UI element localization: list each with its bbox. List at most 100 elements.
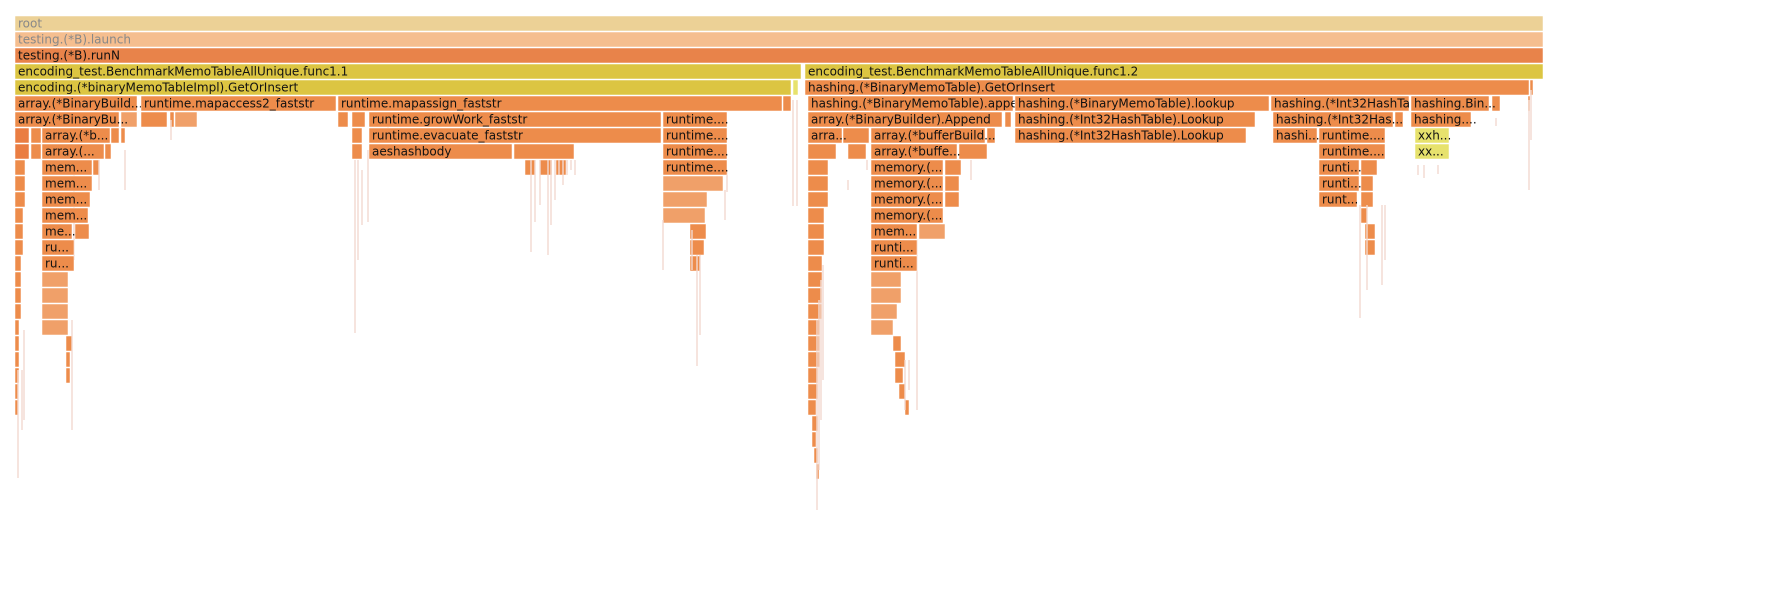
flame-frame-unlabeled[interactable] (120, 127, 126, 144)
flame-frame-rect[interactable] (870, 143, 958, 160)
flame-frame-unlabeled[interactable] (120, 111, 138, 128)
flame-frame-rect[interactable] (1272, 127, 1318, 144)
flame-frame-unlabeled[interactable] (14, 271, 22, 288)
flame-frame-l9-runti[interactable]: runti... (1318, 175, 1362, 192)
flame-frame-unlabeled[interactable] (169, 111, 175, 128)
flame-frame-l14-ru[interactable]: ru... (41, 255, 75, 272)
flame-frame-unlabeled[interactable] (65, 335, 73, 352)
flame-frame-l4-lookup[interactable]: hashing.(*BinaryMemoTable).lookup (1014, 95, 1270, 112)
flame-frame-unlabeled[interactable] (807, 175, 829, 192)
flame-frame-unlabeled[interactable] (813, 447, 819, 464)
flame-frame-unlabeled[interactable] (894, 351, 906, 368)
flame-frame-l4-int32[interactable]: hashing.(*Int32HashTa... (1270, 95, 1421, 112)
flame-frame-unlabeled[interactable] (351, 143, 363, 160)
flame-frame-rect[interactable] (14, 47, 1544, 64)
flame-frame-rect[interactable] (1014, 95, 1270, 112)
flame-frame-l7-array[interactable]: array.(... (41, 143, 105, 160)
flame-frame-unlabeled[interactable] (14, 239, 24, 256)
flame-frame-l8-runtime-f[interactable]: runtime.... (662, 159, 729, 176)
flame-frame-unlabeled[interactable] (1360, 191, 1374, 208)
flame-frame-l4-binarybuild[interactable]: array.(*BinaryBuild... (14, 95, 142, 112)
flame-frame-unlabeled[interactable] (14, 335, 20, 352)
flame-frame-unlabeled[interactable] (870, 271, 902, 288)
flame-frame-l6-int32lookup[interactable]: hashing.(*Int32HashTable).Lookup (1014, 127, 1247, 144)
flame-frame-l8-runti[interactable]: runti... (1318, 159, 1362, 176)
flame-frame-l6-arrayb[interactable]: array.(*b... (41, 127, 111, 144)
flame-frame-l13-runti[interactable]: runti... (870, 239, 918, 256)
flame-frame-rect[interactable] (870, 207, 944, 224)
flame-frame-unlabeled[interactable] (807, 399, 817, 416)
flame-frame-unlabeled[interactable] (30, 127, 42, 144)
flame-frame-l6-bufferbuild[interactable]: array.(*bufferBuild... (870, 127, 996, 144)
flame-frame-unlabeled[interactable] (944, 191, 960, 208)
flame-frame-rect[interactable] (14, 63, 802, 80)
flame-frame-unlabeled[interactable] (807, 271, 823, 288)
flame-frame-launch[interactable]: testing.(*B).launch (14, 31, 1544, 48)
flame-frame-l4-mapassign[interactable]: runtime.mapassign_faststr (337, 95, 783, 112)
flame-frame-l6-arra[interactable]: arra... (807, 127, 847, 144)
flame-frame-unlabeled[interactable] (14, 287, 22, 304)
flame-frame-unlabeled[interactable] (14, 319, 20, 336)
flame-frame-rect[interactable] (14, 79, 792, 96)
flame-frame-unlabeled[interactable] (351, 127, 363, 144)
flame-frame-l5-int32has[interactable]: hashing.(*Int32Has... (1272, 111, 1403, 128)
flame-frame-unlabeled[interactable] (14, 303, 22, 320)
flame-frame-rect[interactable] (41, 159, 93, 176)
flame-frame-unlabeled[interactable] (807, 191, 829, 208)
flame-frame-unlabeled[interactable] (41, 271, 69, 288)
flame-frame-rect[interactable] (662, 127, 728, 144)
flame-frame-unlabeled[interactable] (892, 335, 902, 352)
flame-frame-rect[interactable] (870, 191, 944, 208)
flame-frame-unlabeled[interactable] (986, 127, 996, 144)
flame-frame-unlabeled[interactable] (807, 207, 825, 224)
flame-frame-unlabeled[interactable] (351, 111, 366, 128)
flame-frame-unlabeled[interactable] (41, 303, 69, 320)
flame-frame-rect[interactable] (41, 255, 75, 272)
flame-frame-rect[interactable] (662, 159, 728, 176)
flame-frame-unlabeled[interactable] (1004, 111, 1012, 128)
flame-frame-unlabeled[interactable] (898, 383, 906, 400)
flame-frame-unlabeled[interactable] (1360, 175, 1374, 192)
flame-frame-unlabeled[interactable] (662, 207, 706, 224)
flame-frame-l5-append[interactable]: array.(*BinaryBuilder).Append (807, 111, 1003, 128)
flame-frame-l7-runtime-e[interactable]: runtime.... (1318, 143, 1386, 160)
flame-frame-unlabeled[interactable] (918, 223, 946, 240)
flame-frame-unlabeled[interactable] (140, 111, 168, 128)
flame-frame-l9-mem[interactable]: mem... (41, 175, 93, 192)
flame-frame-l5-int32lookup[interactable]: hashing.(*Int32HashTable).Lookup (1014, 111, 1256, 128)
flame-frame-unlabeled[interactable] (65, 367, 71, 384)
flame-frame-unlabeled[interactable] (847, 143, 867, 160)
flame-frame-unlabeled[interactable] (807, 239, 825, 256)
flame-frame-unlabeled[interactable] (539, 159, 553, 176)
flame-frame-l6-evacuate[interactable]: runtime.evacuate_faststr (368, 127, 662, 144)
flame-frame-unlabeled[interactable] (1491, 95, 1501, 112)
flame-frame-unlabeled[interactable] (662, 191, 708, 208)
flame-frame-rect[interactable] (1318, 159, 1360, 176)
flame-frame-rect[interactable] (41, 191, 91, 208)
flame-frame-unlabeled[interactable] (1360, 159, 1378, 176)
flame-frame-unlabeled[interactable] (807, 255, 823, 272)
flame-frame-rect[interactable] (870, 159, 944, 176)
flame-frame-rect[interactable] (368, 143, 513, 160)
flame-frame-rect[interactable] (1014, 111, 1256, 128)
flame-frame-unlabeled[interactable] (662, 175, 724, 192)
flame-frame-unlabeled[interactable] (14, 175, 26, 192)
flame-frame-unlabeled[interactable] (807, 159, 829, 176)
flame-frame-rect[interactable] (870, 223, 918, 240)
flame-frame-unlabeled[interactable] (65, 351, 71, 368)
flame-frame-unlabeled[interactable] (807, 303, 823, 320)
flame-frame-l7-runtime-d[interactable]: runtime.... (662, 143, 729, 160)
flame-frame-unlabeled[interactable] (555, 159, 567, 176)
flame-frame-rect[interactable] (14, 31, 1544, 48)
flame-frame-unlabeled[interactable] (894, 367, 904, 384)
flame-frame-rect[interactable] (804, 63, 1544, 80)
flame-frame-l9-memory[interactable]: memory.(... (870, 175, 944, 192)
flame-frame-rect[interactable] (41, 223, 73, 240)
flame-frame-unlabeled[interactable] (782, 95, 792, 112)
flame-frame-unlabeled[interactable] (870, 303, 898, 320)
flame-frame-l4-mapaccess[interactable]: runtime.mapaccess2_faststr (140, 95, 337, 112)
flame-frame-l5-runtime-a[interactable]: runtime.... (662, 111, 729, 128)
flame-frame-rect[interactable] (1318, 127, 1386, 144)
flame-frame-unlabeled[interactable] (74, 223, 90, 240)
flame-frame-rect[interactable] (1272, 111, 1394, 128)
